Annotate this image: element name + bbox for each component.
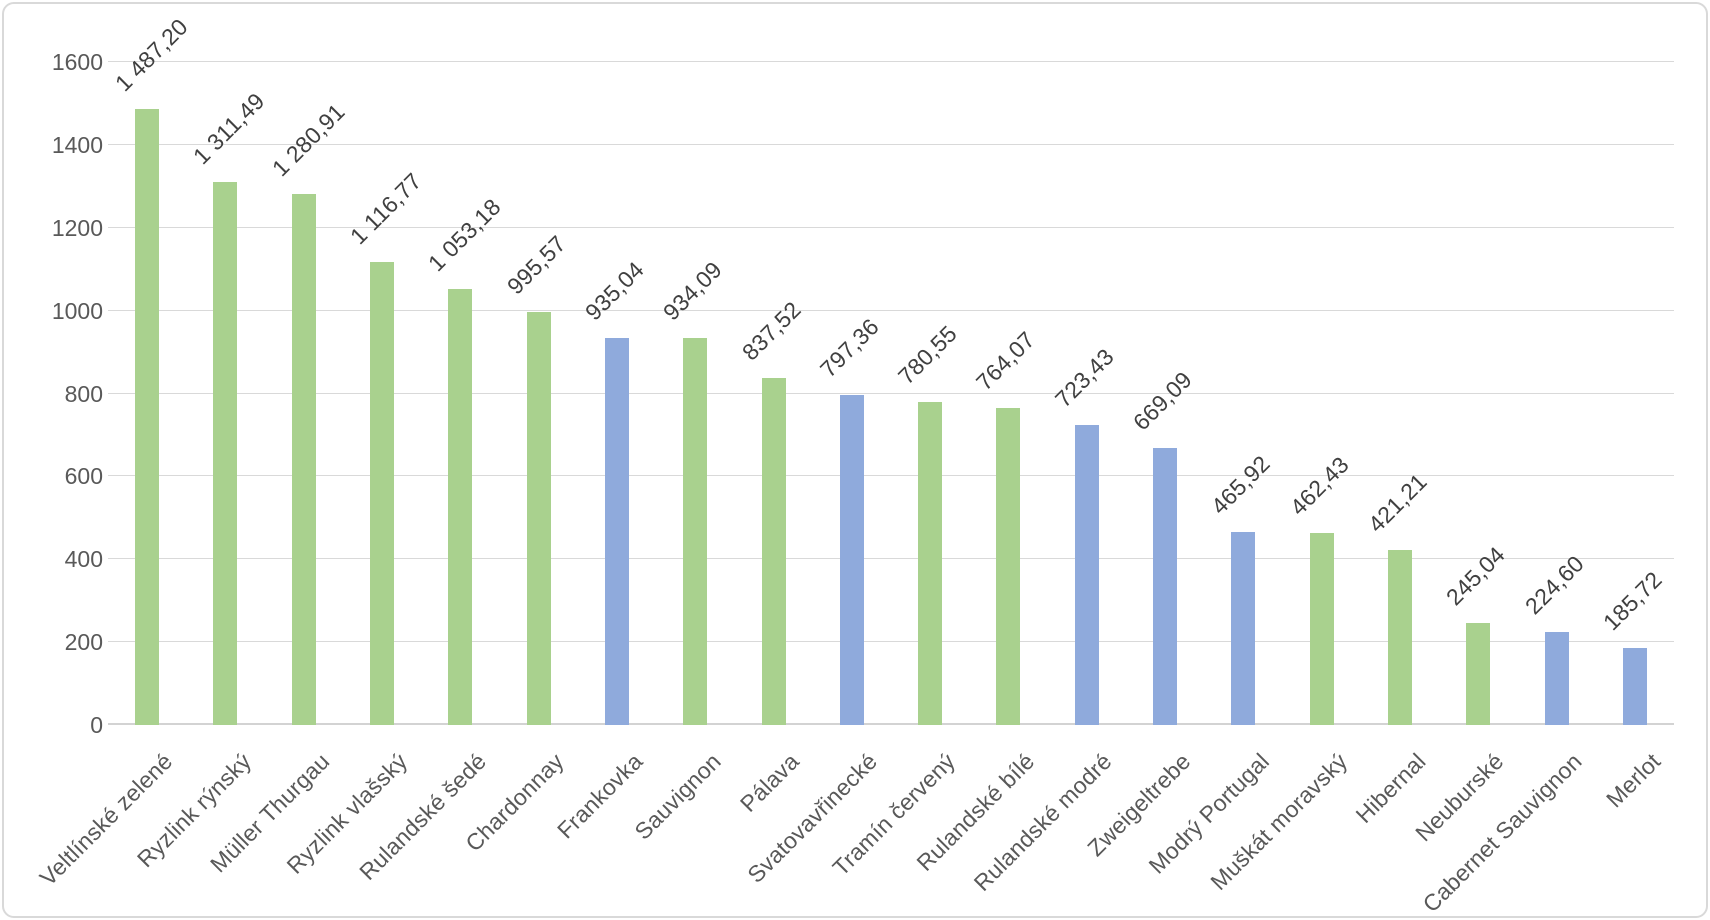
bar-ryzlink-r-nsk-: [213, 181, 238, 725]
bar-value-label: 723,43: [1049, 343, 1119, 413]
y-tick-label: 1000: [51, 297, 103, 324]
gridline: [108, 641, 1674, 643]
bar-value-label: 764,07: [971, 326, 1041, 396]
y-tick-label: 1200: [51, 214, 103, 241]
bar-chardonnay: [526, 312, 551, 725]
x-axis-line: [108, 723, 1674, 725]
bar-value-label: 934,09: [658, 256, 728, 326]
plot-area: 1 487,20 1 311,49 1 280,91 1 116,77 1 053,18…: [108, 13, 1674, 725]
bar-merlot: [1622, 648, 1647, 725]
bar-p-lava: [761, 377, 786, 725]
bar-modr-portugal: [1231, 531, 1256, 725]
bar-value-label: 669,09: [1127, 366, 1197, 436]
y-tick-label: 1600: [51, 49, 103, 75]
bar-rulandsk-b-l-: [996, 408, 1021, 725]
bar-value-label: 837,52: [736, 296, 806, 366]
gridline: [108, 61, 1674, 62]
bar-value-label: 935,04: [579, 255, 649, 325]
bar-value-label: 421,21: [1362, 468, 1432, 538]
bar-value-label: 1 053,18: [423, 193, 507, 276]
bar-value-label: 462,43: [1284, 451, 1354, 521]
bar-value-label: 1 280,91: [266, 98, 350, 182]
bar-rulandsk-ed-: [448, 288, 473, 725]
bar-value-label: 245,04: [1441, 541, 1511, 611]
bar-ryzlink-vla-sk-: [370, 262, 395, 725]
bar-tram-n-erven-: [918, 401, 943, 725]
bar-mu-k-t-moravsk-: [1309, 533, 1334, 725]
bar-neubursk-: [1466, 623, 1491, 725]
bar-value-label: 224,60: [1519, 550, 1589, 620]
y-tick-label: 800: [64, 380, 103, 407]
bar-svatovav-ineck-: [839, 394, 864, 725]
y-tick-label: 0: [90, 712, 103, 738]
gridline: [108, 558, 1674, 560]
gridline: [108, 226, 1674, 228]
y-axis: 0 200 400 600 800 1000 1200 1400 1600: [0, 0, 103, 920]
bar-zweigeltrebe: [1153, 447, 1178, 725]
bar-value-label: 780,55: [893, 319, 963, 389]
y-tick-label: 600: [64, 463, 103, 490]
bar-rulandsk-modr-: [1074, 425, 1099, 725]
bar-cabernet-sauvignon: [1544, 631, 1569, 725]
gridline: [108, 309, 1674, 311]
y-tick-label: 200: [64, 629, 103, 656]
bar-value-label: 185,72: [1597, 566, 1667, 636]
bar-value-label: 1 311,49: [188, 87, 270, 169]
bar-value-label: 797,36: [814, 312, 884, 382]
bar-m-ller-thurgau: [291, 194, 316, 725]
bar-value-label: 1 116,77: [344, 167, 427, 250]
bar-hibernal: [1387, 550, 1412, 725]
bar-value-label: 465,92: [1206, 450, 1276, 520]
y-tick-label: 1400: [51, 131, 103, 158]
y-tick-label: 400: [64, 546, 103, 573]
bar-frankovka: [604, 337, 629, 725]
bar-value-label: 995,57: [501, 230, 571, 300]
bar-sauvignon: [683, 337, 708, 725]
gridline: [108, 143, 1674, 145]
gridline: [108, 392, 1674, 394]
gridline: [108, 475, 1674, 477]
bar-veltl-nsk-zelen-: [135, 108, 160, 725]
